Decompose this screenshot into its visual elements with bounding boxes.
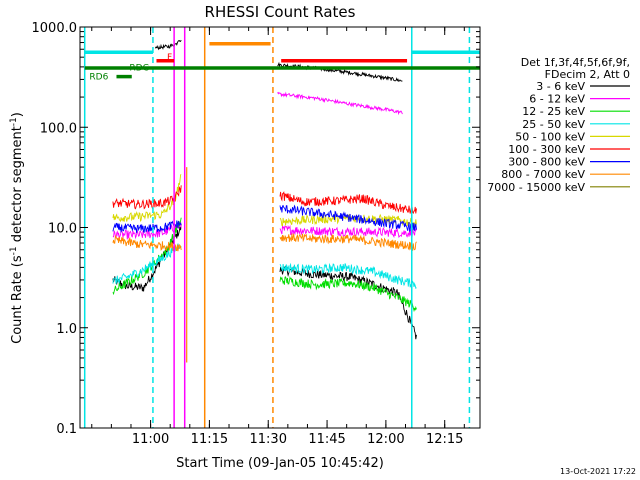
x-tick-label-3: 11:45: [308, 432, 345, 447]
legend-header-2: FDecim 2, Att 0: [545, 68, 630, 81]
legend-header-1: Det 1f,3f,4f,5f,6f,9f,: [521, 56, 630, 69]
x-tick-label-4: 12:00: [367, 432, 404, 447]
legend-label-1: 6 - 12 keV: [529, 93, 585, 106]
y-axis-label-main: Count Rate (s: [10, 255, 25, 344]
series-800-7000-kev-p1-line: [112, 234, 182, 252]
x-axis-ticks: 11:00 11:15 11:30 11:45 12:00 12:15: [91, 27, 465, 447]
flag-label-rd6: RD6: [89, 72, 108, 82]
series-25-50-kev-p2-line: [279, 262, 417, 290]
series-6-12-kev-p2-line: [279, 224, 417, 239]
series-300-800-kev-p1-line: [112, 220, 182, 234]
series-100-300-kev-p1-line: [112, 185, 182, 210]
legend-label-8: 7000 - 15000 keV: [487, 181, 585, 194]
y-axis-label-sup1: -1: [9, 246, 19, 255]
plot-overlays-group: F RDC RD6: [83, 27, 480, 428]
x-tick-label-2: 11:30: [250, 432, 287, 447]
flag-label-f: F: [167, 53, 172, 63]
series-25-50-kev-p1-line: [112, 243, 182, 285]
y-tick-label-3: 100.0: [40, 121, 77, 136]
series-3-6-kev-top2-line: [277, 61, 403, 82]
legend: Det 1f,3f,4f,5f,6f,9f, FDecim 2, Att 0 3…: [487, 56, 630, 194]
series-6-12-kev-p1-line: [112, 221, 182, 240]
series-3-6-kev-top-line: [154, 39, 182, 51]
x-tick-label-5: 12:15: [426, 432, 463, 447]
series-3-6-kev-p2-line: [279, 265, 417, 340]
legend-label-6: 300 - 800 keV: [508, 156, 585, 169]
y-axis-label-mid: detector segment: [10, 126, 25, 246]
series-100-300-kev-p2-line: [279, 191, 417, 215]
footer-timestamp: 13-Oct-2021 17:22: [560, 467, 636, 476]
plot-series-group: [112, 39, 417, 340]
y-axis-ticks: 0.1 1.0 10.0 100.0 1000.0: [32, 21, 480, 437]
y-tick-label-2: 10.0: [48, 222, 77, 237]
legend-label-3: 25 - 50 keV: [522, 118, 585, 131]
series-12-25-kev-p2-line: [279, 275, 417, 313]
y-axis-label-sup2: -1: [9, 117, 19, 126]
y-axis-label: Count Rate (s-1 detector segment-1): [9, 112, 25, 344]
x-tick-label-1: 11:15: [191, 432, 228, 447]
legend-label-7: 800 - 7000 keV: [501, 168, 585, 181]
legend-label-2: 12 - 25 keV: [522, 105, 585, 118]
series-50-100-kev-p2-line: [279, 212, 417, 228]
legend-label-5: 100 - 300 keV: [508, 143, 585, 156]
y-tick-label-0: 0.1: [56, 422, 77, 437]
series-50-100-kev-p1-line: [112, 174, 182, 223]
y-tick-label-4: 1000.0: [32, 21, 78, 36]
series-800-7000-kev-p2-line: [279, 233, 417, 251]
series-6-12-kev-top2-line: [277, 91, 403, 116]
x-axis-label: Start Time (09-Jan-05 10:45:42): [176, 456, 384, 471]
series-300-800-kev-p2-line: [279, 204, 417, 233]
chart-title: RHESSI Count Rates: [205, 3, 356, 21]
flag-label-rdc: RDC: [129, 63, 148, 73]
y-axis-label-end: ): [10, 112, 25, 117]
x-tick-label-0: 11:00: [132, 432, 169, 447]
legend-label-4: 50 - 100 keV: [515, 130, 585, 143]
y-tick-label-1: 1.0: [56, 322, 77, 337]
legend-label-0: 3 - 6 keV: [536, 80, 585, 93]
